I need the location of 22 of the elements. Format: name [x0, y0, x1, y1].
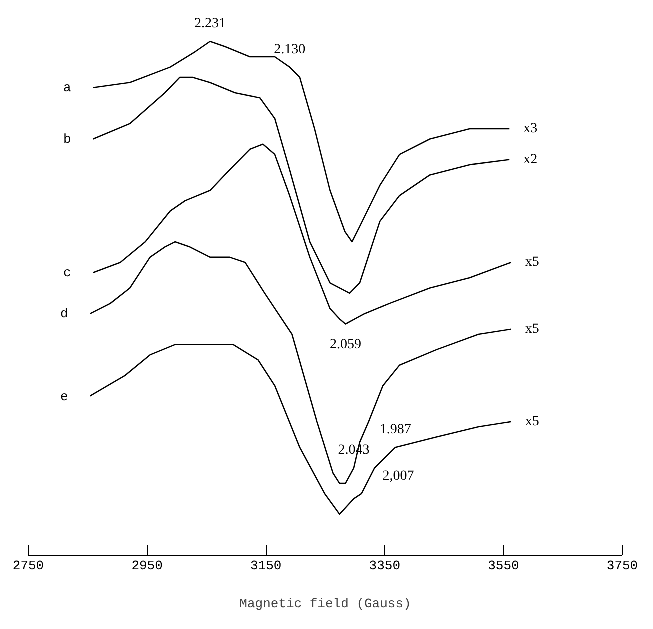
annotation: 2.231 [194, 16, 226, 32]
annotation: 2.059 [330, 337, 362, 352]
annotation: x5 [525, 414, 540, 430]
annotation: 2,007 [382, 469, 414, 484]
series-label: a [63, 80, 72, 96]
x-tick-label: 3750 [606, 558, 638, 574]
x-tick-label: 2750 [12, 558, 44, 574]
annotation: x2 [524, 152, 538, 168]
x-tick-label: 3350 [369, 558, 401, 574]
series-label: d [60, 306, 68, 322]
x-tick-label: 3150 [250, 558, 282, 574]
annotation: x3 [524, 121, 538, 136]
annotation: 2.130 [274, 42, 306, 58]
x-axis-title: Magnetic field (Gauss) [240, 596, 412, 612]
annotation: 1.987 [380, 422, 412, 438]
x-tick-label: 3550 [488, 558, 520, 574]
series-label: e [60, 390, 68, 405]
x-tick-label: 2950 [132, 558, 163, 574]
series-label: b [63, 132, 72, 147]
series-label: c [63, 265, 72, 280]
annotation: x5 [525, 255, 540, 270]
annotation: x5 [525, 322, 540, 337]
